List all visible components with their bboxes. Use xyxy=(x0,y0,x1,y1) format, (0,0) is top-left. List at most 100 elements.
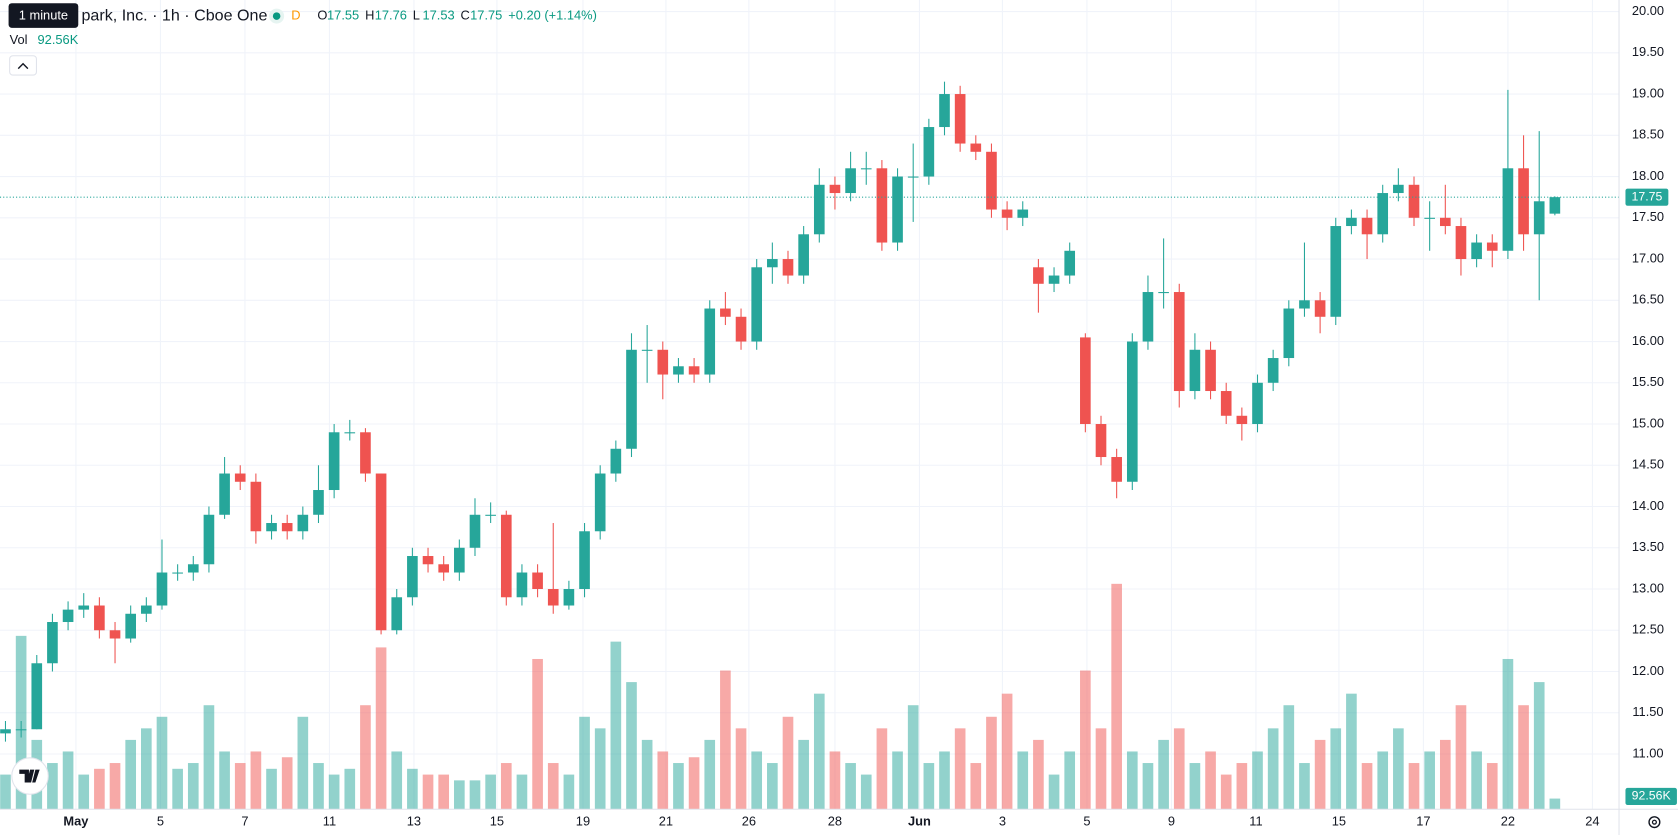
candle-body xyxy=(0,729,11,734)
candle-body xyxy=(735,316,747,342)
x-tick-label: Jun xyxy=(908,814,931,829)
volume-bar xyxy=(1236,763,1248,810)
symbol-title[interactable]: park, Inc. · 1h · Cboe One xyxy=(81,6,267,24)
candle-body xyxy=(1502,168,1514,251)
delay-badge[interactable]: D xyxy=(291,7,300,22)
candle-body xyxy=(1439,217,1451,227)
volume-bar xyxy=(313,763,324,810)
candle-body xyxy=(266,523,277,532)
candle-body xyxy=(15,729,27,731)
volume-bar xyxy=(641,739,653,810)
volume-bar xyxy=(829,751,841,810)
volume-bar xyxy=(1330,728,1342,810)
volume-bar xyxy=(798,739,809,810)
last-price-tag xyxy=(1625,188,1669,206)
volume-bar xyxy=(1502,658,1514,810)
volume-bar xyxy=(892,751,903,810)
volume-bar xyxy=(1048,774,1060,810)
volume-bar xyxy=(407,768,418,810)
volume-bar xyxy=(1486,763,1498,810)
volume-bar xyxy=(1017,751,1029,810)
candle-body xyxy=(1393,184,1404,194)
volume-bar xyxy=(47,763,58,810)
volume-title: Vol xyxy=(10,32,28,47)
collapse-icon xyxy=(17,62,29,70)
candle-body xyxy=(1126,341,1138,482)
volume-bar xyxy=(547,763,559,810)
x-tick-label: 11 xyxy=(1249,814,1262,829)
volume-bar xyxy=(1252,751,1263,810)
y-tick-label: 18.00 xyxy=(1632,168,1664,183)
candle-body xyxy=(1377,193,1389,235)
x-tick-label: May xyxy=(63,814,89,829)
candle-body xyxy=(876,168,888,243)
candle-body xyxy=(62,609,74,623)
x-tick-label: 5 xyxy=(157,814,164,829)
settings-icon[interactable] xyxy=(1648,816,1661,829)
tooltip-box xyxy=(8,3,79,28)
volume-bar xyxy=(782,716,794,810)
candle-body xyxy=(1518,168,1529,235)
volume-bar xyxy=(1393,728,1404,810)
x-tick-label: 17 xyxy=(1416,814,1430,829)
candle-body xyxy=(1001,209,1013,218)
volume-bar xyxy=(297,716,309,810)
candle-body xyxy=(986,151,997,210)
volume-bar xyxy=(1439,739,1451,810)
candle-body xyxy=(454,547,465,573)
candle-body xyxy=(1408,184,1420,218)
volume-bar xyxy=(485,774,496,810)
volume-bar xyxy=(986,716,997,810)
candle-body xyxy=(594,473,606,532)
candle-body xyxy=(1142,292,1154,342)
y-tick-label: 17.50 xyxy=(1632,209,1664,224)
volume-bar xyxy=(1533,682,1545,810)
candle-body xyxy=(360,432,371,474)
volume-bar xyxy=(0,774,11,810)
volume-bar xyxy=(1205,751,1216,810)
candle-body xyxy=(688,366,700,375)
volume-bar xyxy=(563,774,575,810)
volume-bar xyxy=(500,763,512,810)
y-tick-label: 14.50 xyxy=(1632,457,1664,472)
candle-body xyxy=(970,143,982,152)
candle-body xyxy=(78,605,90,610)
candle-body xyxy=(1220,391,1232,416)
volume-bar xyxy=(1346,693,1357,810)
candle-body xyxy=(1080,337,1091,425)
tv-logo[interactable] xyxy=(11,757,49,795)
volume-bar xyxy=(1361,763,1373,810)
candle-body xyxy=(1486,242,1498,251)
y-tick-label: 12.50 xyxy=(1632,622,1664,637)
volume-bar xyxy=(1220,774,1232,810)
candle-body xyxy=(860,168,872,170)
candle-body xyxy=(407,556,418,598)
candle-body xyxy=(1189,349,1201,392)
volume-bar xyxy=(250,751,262,810)
candle-body xyxy=(344,432,356,434)
volume-bar xyxy=(187,763,199,810)
ohlc-key: L xyxy=(413,7,420,22)
candle-body xyxy=(1158,292,1169,294)
candle-body xyxy=(939,94,950,128)
collapse-button[interactable] xyxy=(9,55,37,76)
volume-bar xyxy=(360,705,371,810)
volume-bar xyxy=(1455,705,1467,810)
candle-body xyxy=(1095,424,1107,458)
volume-bar xyxy=(1299,763,1310,810)
volume-bar xyxy=(923,763,935,810)
candle-body xyxy=(500,514,512,598)
volume-bar xyxy=(579,716,590,810)
candle-body xyxy=(375,473,387,631)
x-tick-label: 7 xyxy=(241,814,248,829)
volume-bar xyxy=(626,682,637,810)
y-tick-label: 13.50 xyxy=(1632,539,1664,554)
candle-body xyxy=(954,94,966,144)
volume-bar xyxy=(1111,583,1122,810)
candle-body xyxy=(1173,292,1185,392)
candle-body xyxy=(516,572,528,598)
candle-body xyxy=(47,622,58,664)
volume-bar xyxy=(78,774,90,810)
candle-body xyxy=(798,234,809,276)
